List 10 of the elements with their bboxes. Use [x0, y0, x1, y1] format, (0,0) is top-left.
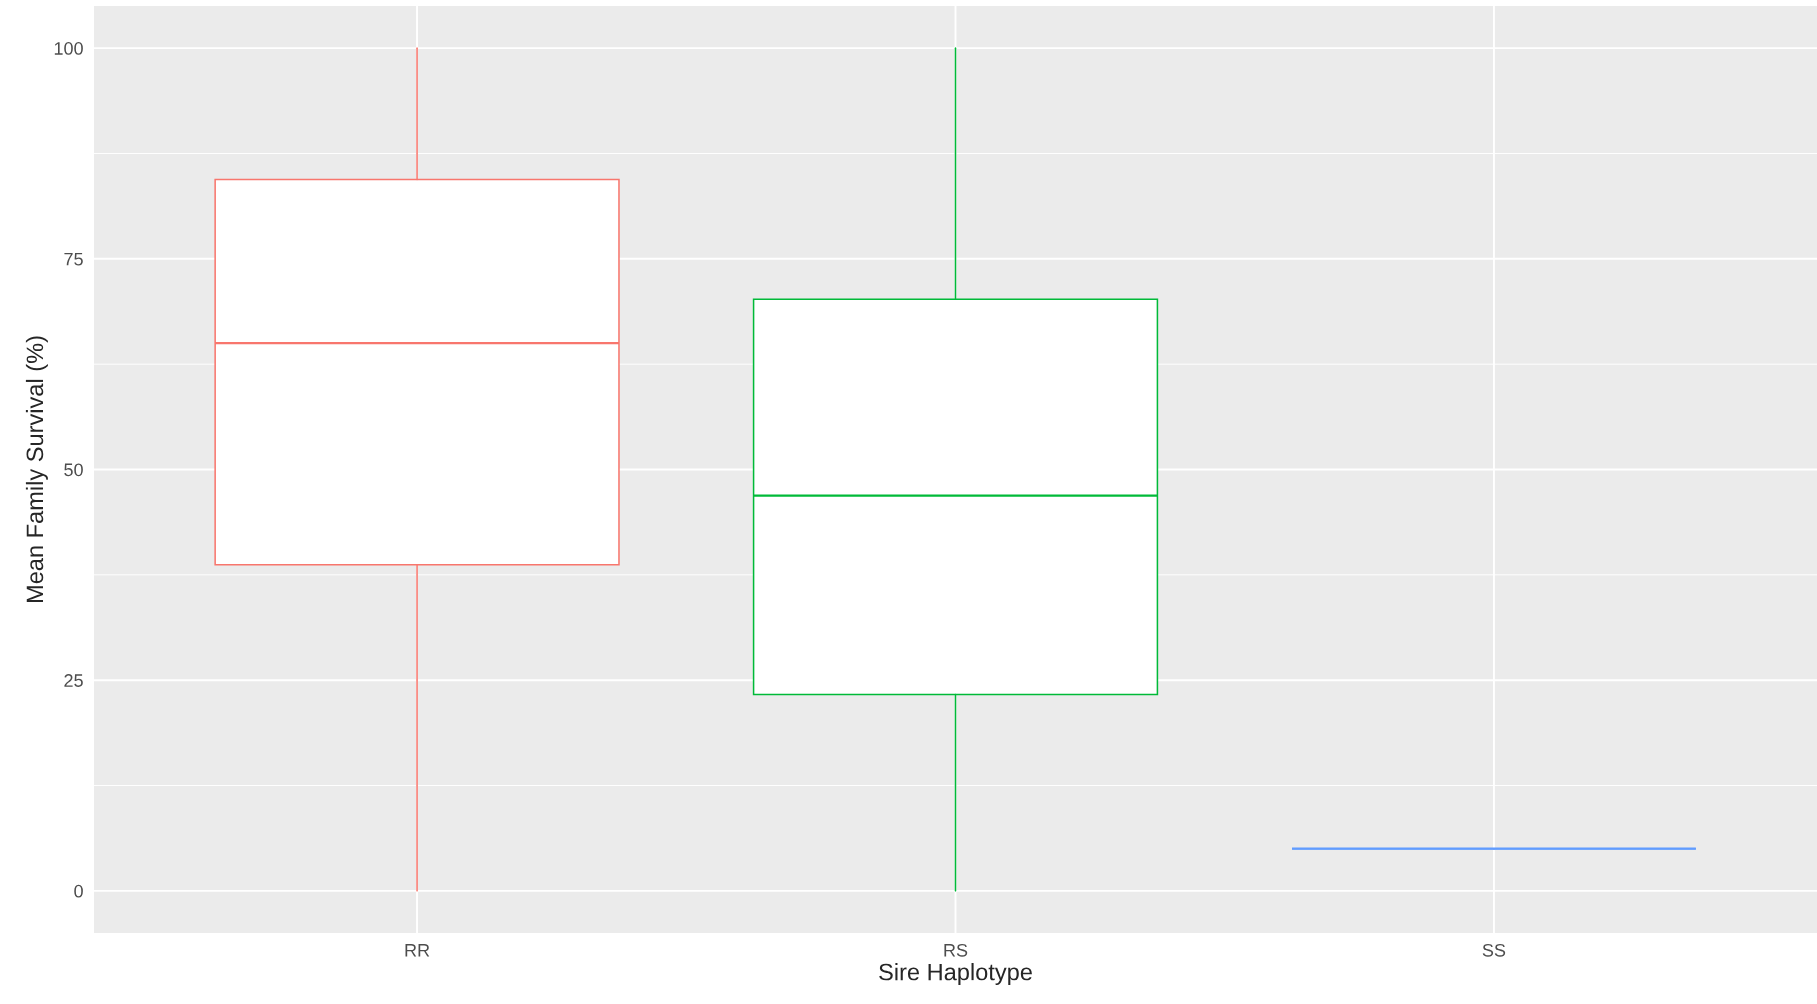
y-tick-label: 75: [64, 252, 83, 266]
y-axis-title: Mean Family Survival (%): [25, 336, 48, 603]
x-axis-title: Sire Haplotype: [879, 963, 1032, 986]
y-tick-label: 0: [74, 884, 83, 898]
y-tick-label: 100: [54, 42, 83, 55]
x-tick-label: SS: [1482, 943, 1506, 957]
x-tick-label: RR: [405, 944, 430, 957]
x-tick-label: RS: [944, 943, 968, 957]
y-tick-label: 25: [64, 674, 83, 687]
y-tick-label: 50: [64, 463, 83, 477]
